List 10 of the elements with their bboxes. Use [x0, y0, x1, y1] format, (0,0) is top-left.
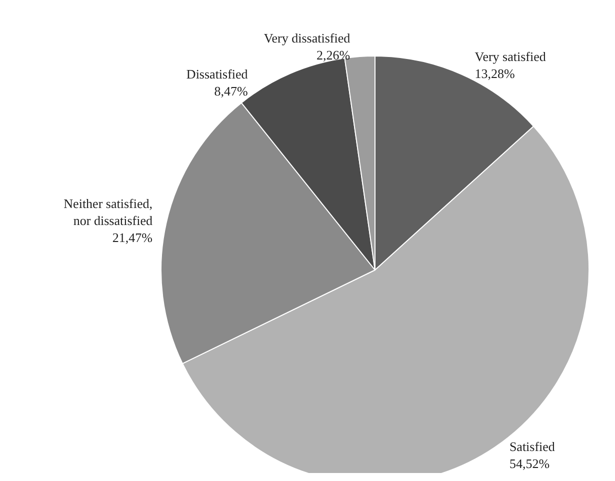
data-label: 21,47%	[112, 230, 153, 246]
data-label: 13,28%	[474, 66, 516, 82]
slice-label: Very dissatisfied	[264, 30, 351, 46]
slice-label: Very satisfied	[474, 49, 546, 64]
slice-label: Satisfied	[509, 439, 556, 454]
slice-label: Dissatisfied	[186, 66, 248, 82]
data-label: 8,47%	[214, 84, 248, 99]
data-label: 54,52%	[509, 456, 550, 471]
slice-label: Neither satisfied, nor dissatisfied	[64, 196, 153, 228]
data-label: 2,26%	[316, 48, 350, 63]
